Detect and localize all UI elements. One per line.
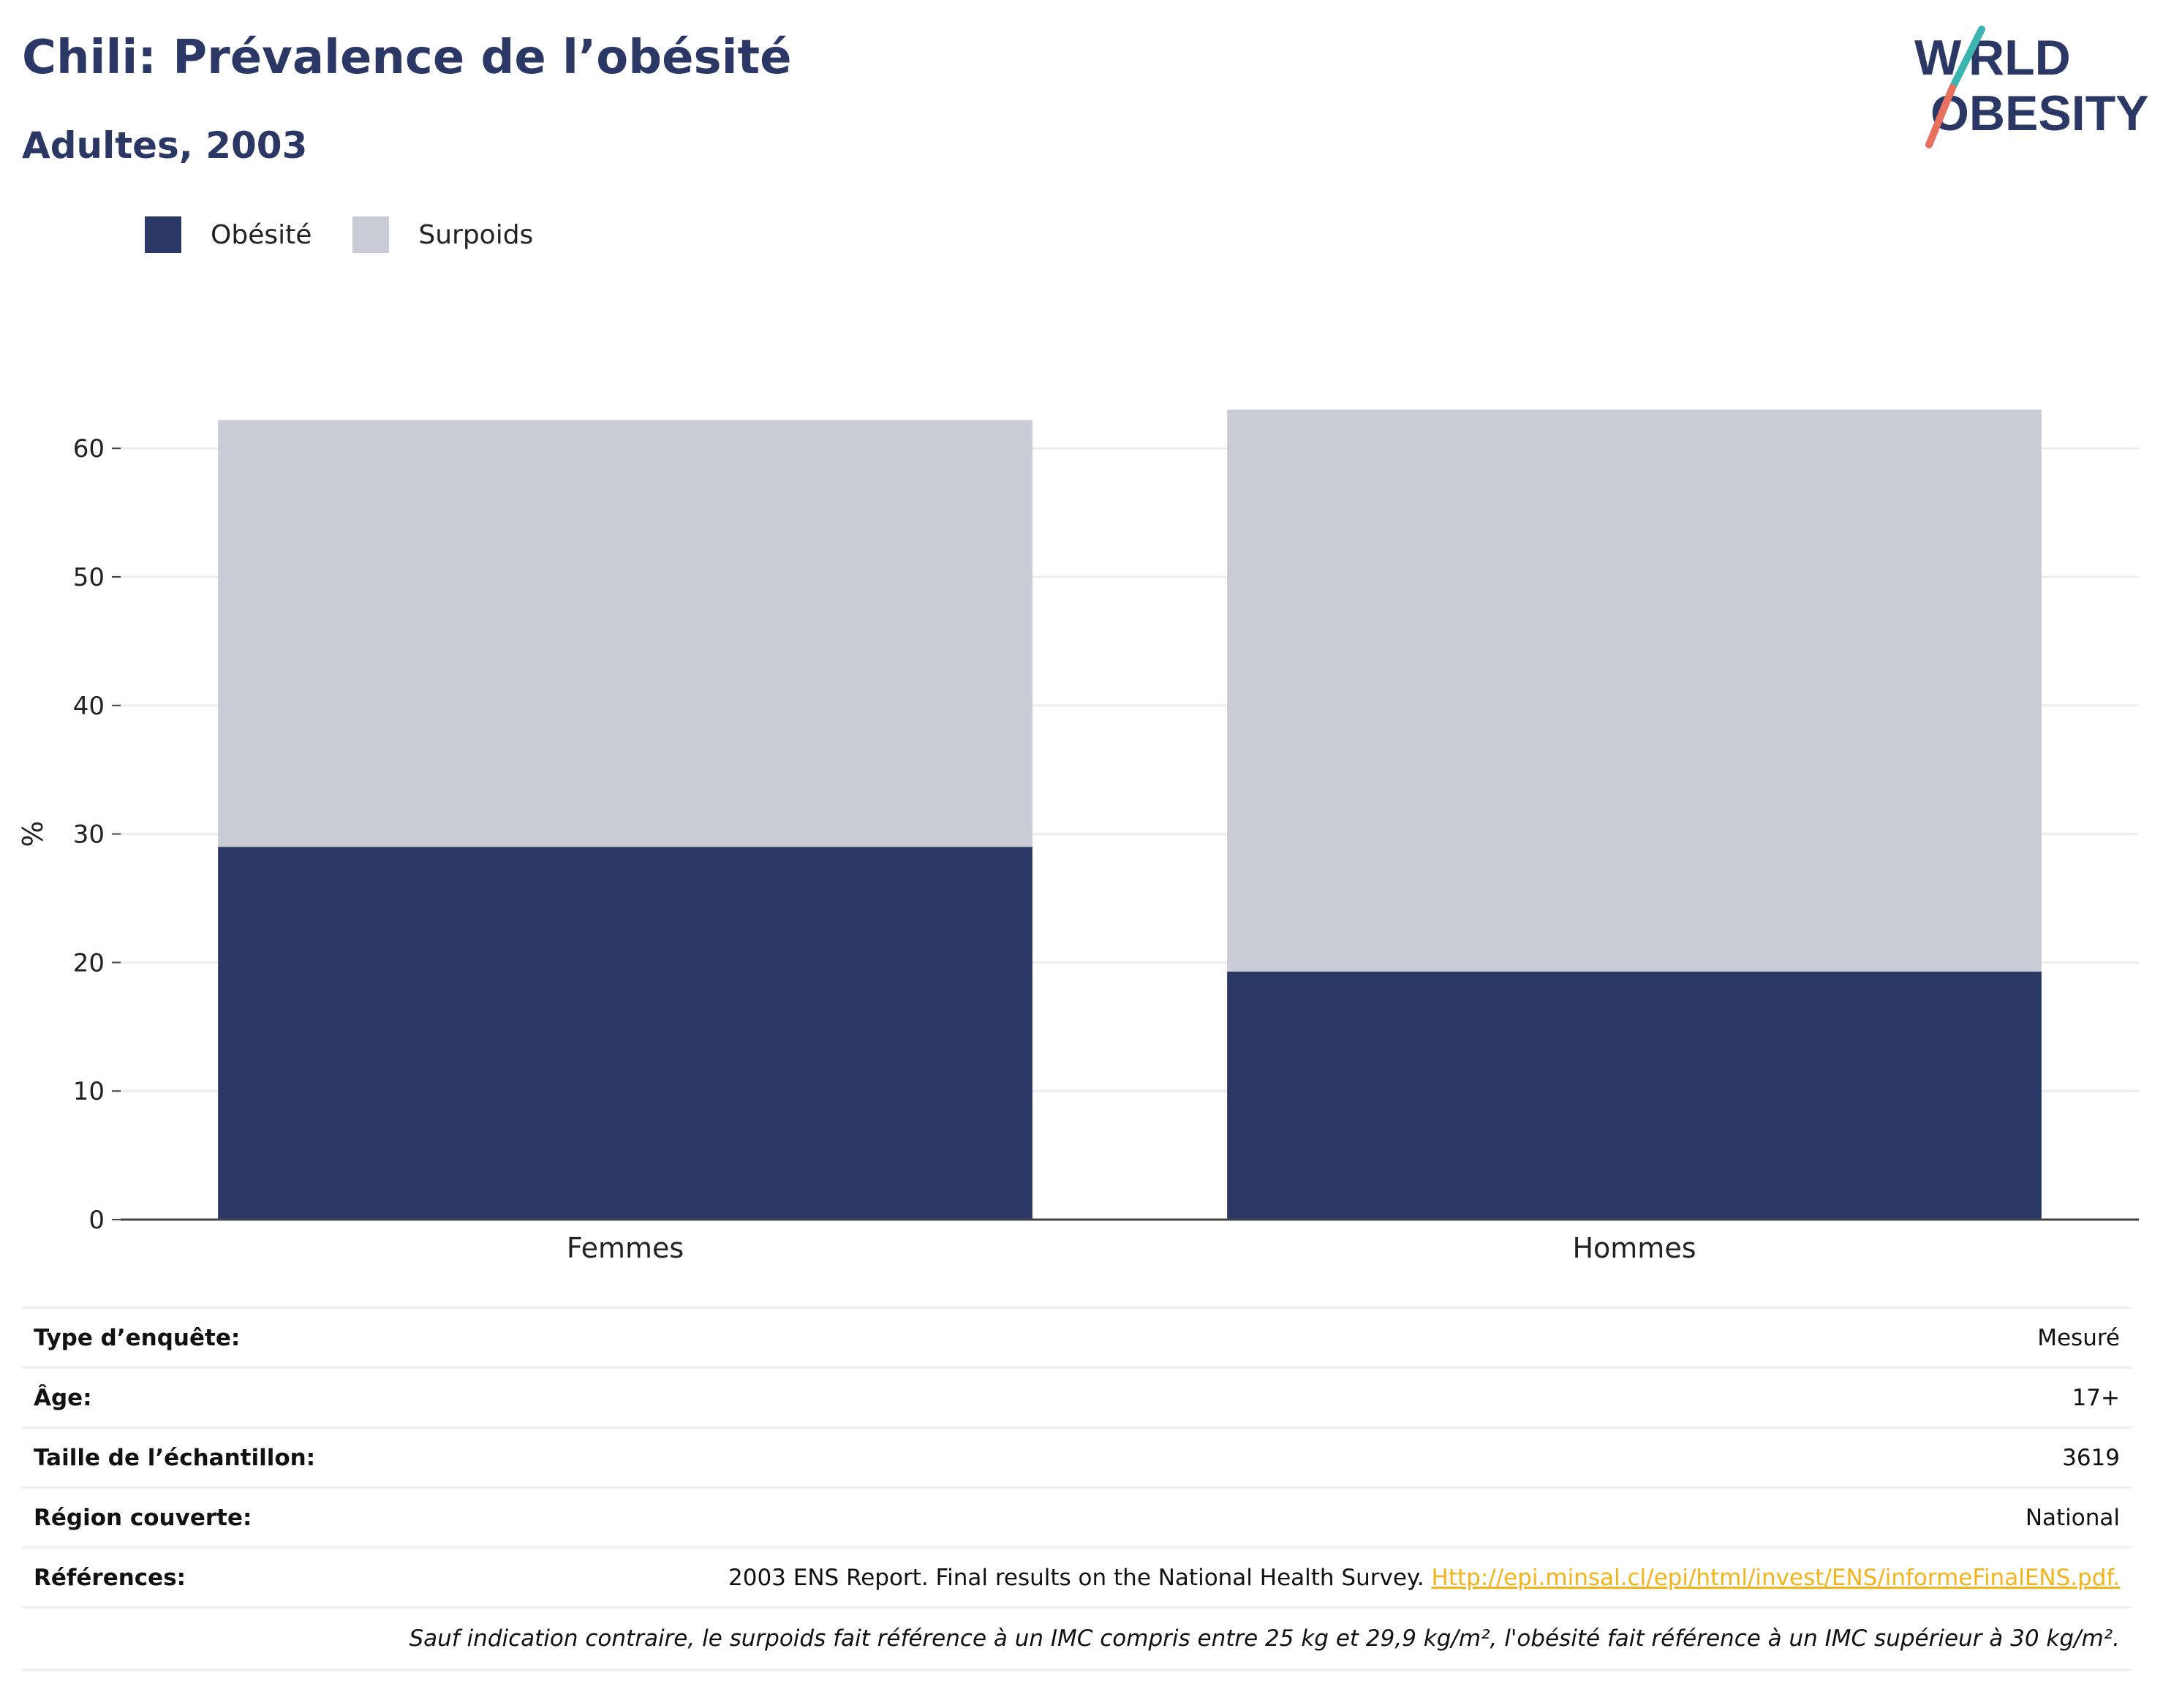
y-tick-label: 30	[73, 820, 105, 850]
info-row-survey-type: Type d’enquête: Mesuré	[22, 1309, 2132, 1369]
info-label: Références:	[34, 1564, 186, 1591]
info-row-references: Références: 2003 ENS Report. Final resul…	[22, 1549, 2132, 1609]
legend-swatch-obesite	[145, 216, 181, 253]
stacked-bar-chart: 0 10 20 30 40 50 60% Femmes Hommes	[17, 409, 2139, 1264]
y-tick-label: 60	[73, 434, 105, 464]
info-label: Taille de l’échantillon:	[34, 1444, 316, 1471]
info-row-sample-size: Taille de l’échantillon: 3619	[22, 1429, 2132, 1489]
info-value: 2003 ENS Report. Final results on the Na…	[728, 1565, 2120, 1591]
y-tick-label: 0	[88, 1206, 105, 1235]
svg-text:OBESITY: OBESITY	[1930, 86, 2149, 141]
svg-text:RLD: RLD	[1968, 30, 2071, 86]
references-text: 2003 ENS Report. Final results on the Na…	[728, 1564, 1432, 1591]
references-link[interactable]: Http://epi.minsal.cl/epi/html/invest/ENS…	[1431, 1564, 2120, 1591]
x-tick-label: Femmes	[567, 1232, 684, 1264]
legend: Obésité Surpoids	[145, 216, 574, 253]
info-value: National	[2025, 1504, 2120, 1531]
chart-title: Chili: Prévalence de l’obésité	[22, 31, 792, 85]
legend-label-obesite: Obésité	[211, 219, 312, 250]
bar-obesite-femmes	[218, 847, 1033, 1220]
chart-subtitle: Adultes, 2003	[22, 124, 308, 167]
info-value: Mesuré	[2037, 1324, 2120, 1351]
y-tick-label: 20	[73, 948, 105, 978]
legend-item-obesite[interactable]: Obésité	[145, 216, 312, 253]
x-tick-label: Hommes	[1572, 1232, 1696, 1264]
info-value: 17+	[2072, 1384, 2120, 1411]
y-tick-label: 50	[73, 563, 105, 592]
bar-surpoids-hommes	[1227, 409, 2042, 972]
info-label: Type d’enquête:	[34, 1324, 241, 1351]
bmi-definition-note: Sauf indication contraire, le surpoids f…	[22, 1609, 2132, 1671]
bar-obesite-hommes	[1227, 971, 2042, 1220]
info-row-region: Région couverte: National	[22, 1489, 2132, 1549]
legend-swatch-surpoids	[352, 216, 390, 253]
svg-text:W: W	[1914, 30, 1962, 86]
info-label: Région couverte:	[34, 1504, 252, 1531]
info-label: Âge:	[34, 1384, 92, 1411]
world-obesity-logo: W RLD OBESITY	[1914, 26, 2149, 148]
survey-info-table: Type d’enquête: Mesuré Âge: 17+ Taille d…	[22, 1307, 2132, 1671]
legend-label-surpoids: Surpoids	[418, 219, 534, 250]
y-tick-label: 10	[73, 1077, 105, 1106]
info-row-age: Âge: 17+	[22, 1369, 2132, 1429]
y-axis-title: %	[17, 821, 49, 847]
y-tick-label: 40	[73, 692, 105, 721]
bar-surpoids-femmes	[218, 420, 1033, 847]
info-value: 3619	[2062, 1444, 2120, 1471]
legend-item-surpoids[interactable]: Surpoids	[352, 216, 533, 253]
